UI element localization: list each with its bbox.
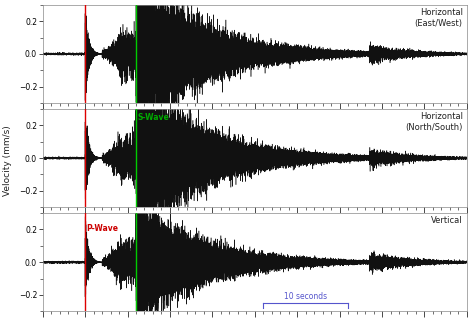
Text: Vertical: Vertical xyxy=(431,216,463,225)
Text: Horizontal
(North/South): Horizontal (North/South) xyxy=(405,112,463,132)
Text: 10 seconds: 10 seconds xyxy=(284,292,327,301)
Text: P-Wave: P-Wave xyxy=(86,224,118,233)
Text: Velocity (mm/s): Velocity (mm/s) xyxy=(3,125,11,196)
Text: Horizontal
(East/West): Horizontal (East/West) xyxy=(415,8,463,28)
Text: S-Wave: S-Wave xyxy=(137,113,169,122)
